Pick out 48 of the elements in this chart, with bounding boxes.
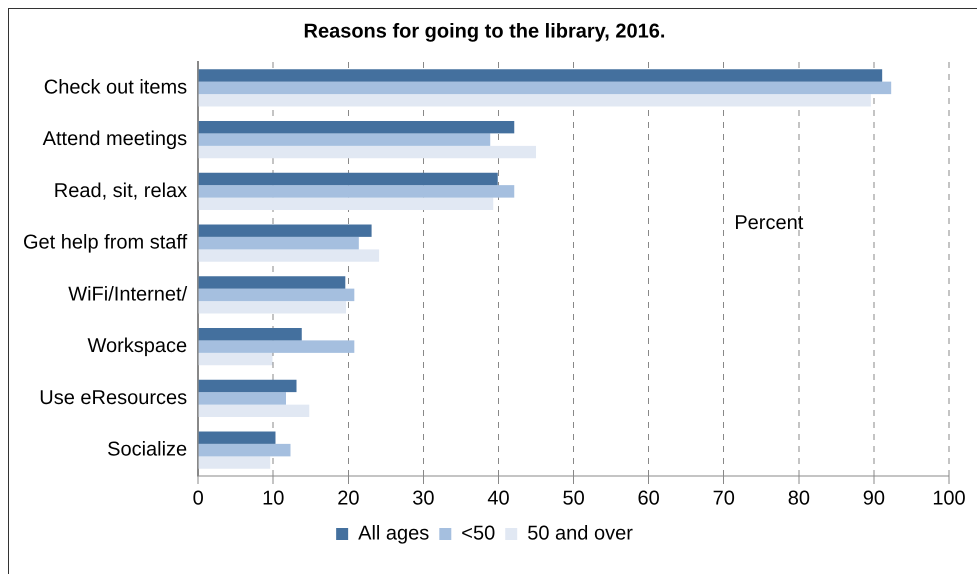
bar — [198, 404, 310, 418]
bar — [198, 146, 536, 158]
bar — [198, 456, 270, 469]
legend-label: <50 — [461, 522, 496, 545]
bar — [198, 198, 494, 210]
x-tick-label: 30 — [412, 488, 435, 510]
bar — [198, 301, 346, 314]
bar — [198, 328, 302, 340]
chart-title: Reasons for going to the library, 2016. — [304, 20, 666, 43]
bar — [198, 69, 882, 82]
bar — [198, 444, 291, 456]
bar — [198, 172, 498, 186]
bar — [198, 340, 354, 353]
x-tick-label: 80 — [788, 488, 810, 510]
x-tick-label: 0 — [192, 488, 204, 510]
y-tick-label: WiFi/Internet/ — [68, 283, 188, 306]
bar — [198, 120, 514, 134]
bar — [198, 82, 892, 94]
y-tick-label: Attend meetings — [42, 128, 188, 150]
bar — [198, 288, 354, 302]
legend-label: 50 and over — [527, 522, 634, 545]
x-tick-label: 70 — [712, 488, 735, 510]
bar — [198, 249, 380, 262]
x-tick-label: 60 — [638, 488, 660, 510]
bar — [198, 380, 297, 392]
bar — [198, 431, 276, 444]
annotation: Percent — [734, 212, 804, 234]
bar — [198, 133, 490, 146]
bar — [198, 276, 346, 289]
bar — [198, 185, 514, 198]
x-tick-label: 10 — [262, 488, 284, 510]
y-tick-label: Read, sit, relax — [54, 180, 188, 202]
bar — [198, 236, 359, 250]
y-tick-label: Workspace — [87, 335, 188, 358]
y-tick-label: Use eResources — [39, 386, 188, 409]
bar — [198, 94, 871, 107]
y-tick-label: Get help from staff — [22, 232, 188, 254]
x-tick-label: 20 — [337, 488, 360, 510]
bar — [198, 352, 272, 366]
bar — [198, 392, 286, 405]
x-tick-label: 50 — [562, 488, 585, 510]
y-tick-label: Socialize — [107, 438, 188, 461]
bar — [198, 224, 372, 237]
x-tick-label: 90 — [862, 488, 886, 510]
legend-label: All ages — [358, 522, 430, 545]
x-tick-label: 100 — [932, 488, 966, 510]
x-tick-label: 40 — [487, 488, 510, 510]
y-tick-label: Check out items — [44, 76, 188, 98]
